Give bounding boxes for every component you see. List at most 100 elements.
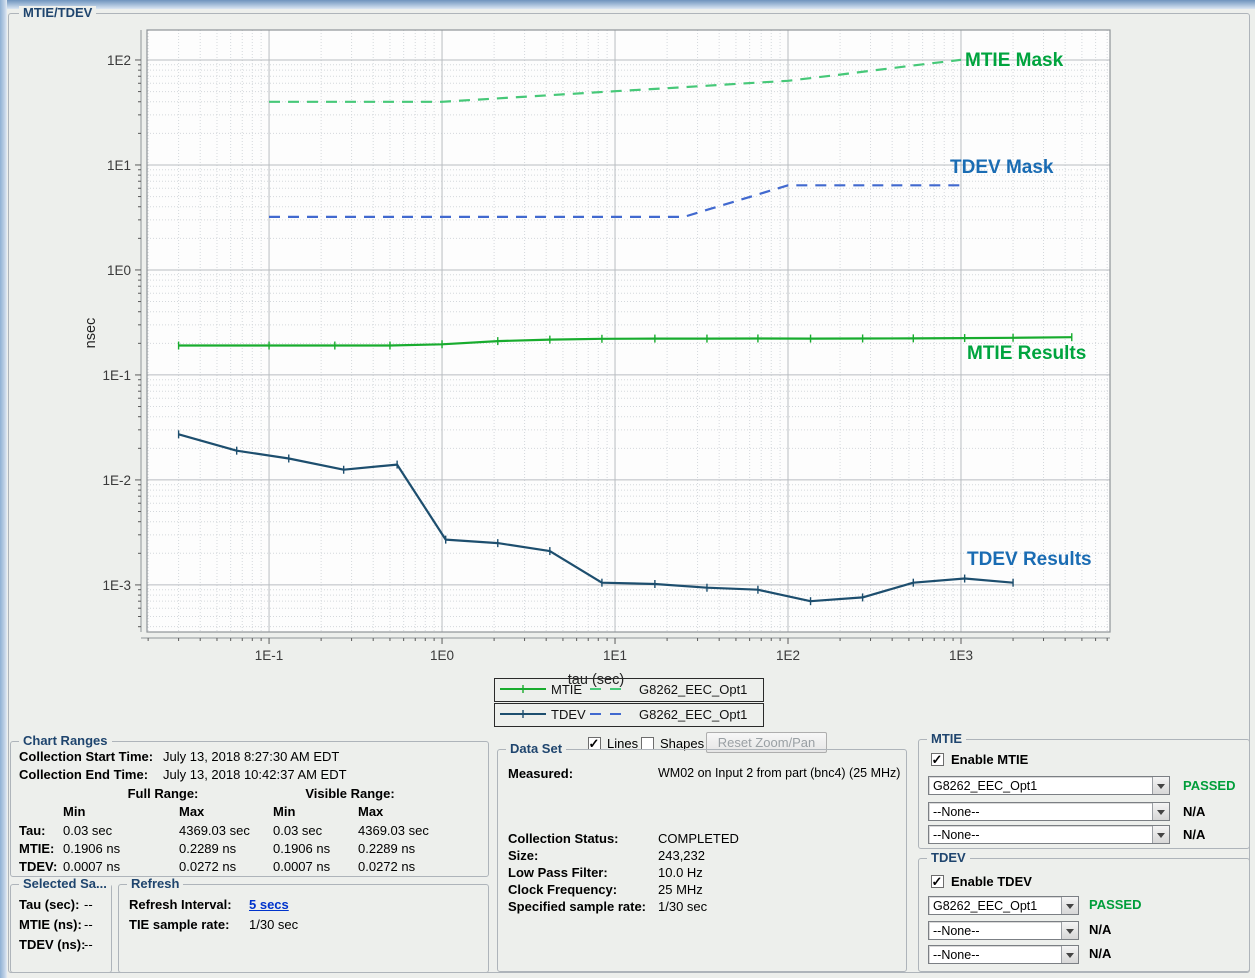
range-value: 0.03 sec <box>273 823 322 838</box>
collection-start-label: Collection Start Time: <box>19 749 153 764</box>
collection-start-value: July 13, 2018 8:27:30 AM EDT <box>163 749 339 764</box>
range-value: 4369.03 sec <box>179 823 250 838</box>
tdev-mask-annotation: TDEV Mask <box>950 157 1053 179</box>
range-row-label: TDEV: <box>19 859 57 874</box>
chevron-down-icon <box>1152 826 1169 843</box>
x-tick-label: 1E2 <box>776 648 800 663</box>
tdev-panel-title: TDEV <box>927 851 970 865</box>
measured-label: Measured: <box>508 766 573 781</box>
selected-mtie-value: -- <box>84 917 93 932</box>
tdev-status-3: N/A <box>1089 946 1111 961</box>
selected-tdev-label: TDEV (ns): <box>19 937 85 952</box>
mtie-mask-select-1-value: G8262_EEC_Opt1 <box>933 779 1037 793</box>
full-range-header: Full Range: <box>103 786 223 801</box>
refresh-interval-link[interactable]: 5 secs <box>249 897 289 912</box>
size-value: 243,232 <box>658 848 705 863</box>
refresh-interval-label: Refresh Interval: <box>129 897 232 912</box>
selected-tau-label: Tau (sec): <box>19 897 79 912</box>
x-tick-label: 1E0 <box>430 648 454 663</box>
visible-range-header: Visible Range: <box>290 786 410 801</box>
tdev-mask-select-3[interactable]: --None-- <box>928 945 1079 964</box>
selected-mtie-label: MTIE (ns): <box>19 917 82 932</box>
mtie-mask-select-1[interactable]: G8262_EEC_Opt1 <box>928 776 1170 795</box>
tdev-mask-select-2[interactable]: --None-- <box>928 921 1079 940</box>
mtie-mask-select-2[interactable]: --None-- <box>928 802 1170 821</box>
selected-samples-panel: Selected Sa... Tau (sec): -- MTIE (ns): … <box>10 884 112 973</box>
range-value: 0.2289 ns <box>179 841 236 856</box>
clock-frequency-value: 25 MHz <box>658 882 703 897</box>
y-tick-label: 1E1 <box>107 158 131 173</box>
tdev-status-1: PASSED <box>1089 897 1142 912</box>
data-set-title: Data Set <box>506 742 566 756</box>
mtie-results-annotation: MTIE Results <box>967 343 1086 365</box>
range-value: 0.1906 ns <box>273 841 330 856</box>
mtie-panel-title: MTIE <box>927 732 966 746</box>
y-tick-label: 1E0 <box>107 263 131 278</box>
legend-row-mtie: MTIE G8262_EEC_Opt1 <box>494 678 764 702</box>
tie-sample-rate-label: TIE sample rate: <box>129 917 229 932</box>
sample-rate-value: 1/30 sec <box>658 899 707 914</box>
refresh-panel: Refresh Refresh Interval: 5 secs TIE sam… <box>118 884 489 973</box>
measured-value: WM02 on Input 2 from part (bnc4) (25 MHz… <box>658 766 900 780</box>
chevron-down-icon <box>1061 897 1078 914</box>
data-set-panel: Data Set Measured: WM02 on Input 2 from … <box>497 749 907 972</box>
range-value: 0.0272 ns <box>358 859 415 874</box>
y-axis-title: nsec <box>83 318 99 349</box>
selected-tdev-value: -- <box>84 937 93 952</box>
collection-status-value: COMPLETED <box>658 831 739 846</box>
selected-tau-value: -- <box>84 897 93 912</box>
low-pass-filter-value: 10.0 Hz <box>658 865 703 880</box>
enable-mtie-label: Enable MTIE <box>951 752 1028 767</box>
y-tick-label: 1E-3 <box>102 578 131 593</box>
refresh-title: Refresh <box>127 877 183 891</box>
chart-ranges-title: Chart Ranges <box>19 734 112 748</box>
col-header-min-vis: Min <box>273 804 295 819</box>
tdev-mask-select-2-value: --None-- <box>933 924 980 938</box>
chevron-down-icon <box>1061 946 1078 963</box>
range-row-label: MTIE: <box>19 841 54 856</box>
range-value: 0.1906 ns <box>63 841 120 856</box>
x-tick-label: 1E-1 <box>255 648 284 663</box>
y-tick-label: 1E2 <box>107 53 131 68</box>
collection-end-label: Collection End Time: <box>19 767 148 782</box>
y-tick-label: 1E-2 <box>102 473 131 488</box>
chart-ranges-panel: Chart Ranges Collection Start Time: July… <box>10 741 489 877</box>
app-window: { "window": { "title": "MTIE/TDEV" }, "c… <box>0 0 1255 978</box>
collection-end-value: July 13, 2018 10:42:37 AM EDT <box>163 767 347 782</box>
tdev-mask-select-1-value: G8262_EEC_Opt1 <box>933 899 1037 913</box>
plot-area[interactable] <box>147 30 1110 632</box>
sample-rate-label: Specified sample rate: <box>508 899 646 914</box>
mtie-mask-select-2-value: --None-- <box>933 805 980 819</box>
mtie-panel: MTIE ✓ Enable MTIE G8262_EEC_Opt1 PASSED… <box>918 739 1250 849</box>
low-pass-filter-label: Low Pass Filter: <box>508 865 608 880</box>
legend-row-tdev: TDEV G8262_EEC_Opt1 <box>494 703 764 727</box>
range-value: 0.2289 ns <box>358 841 415 856</box>
tdev-mask-select-3-value: --None-- <box>933 948 980 962</box>
mtie-status-1: PASSED <box>1183 778 1236 793</box>
enable-mtie-checkbox[interactable]: ✓ <box>931 753 944 766</box>
x-tick-label: 1E3 <box>949 648 973 663</box>
range-value: 0.03 sec <box>63 823 112 838</box>
chevron-down-icon <box>1061 922 1078 939</box>
mtie-tdev-chart: 1E-11E01E11E21E31E21E11E01E-11E-21E-3tau… <box>0 0 1255 730</box>
col-header-max-full: Max <box>179 804 204 819</box>
legend-series-label: TDEV <box>551 707 586 722</box>
y-tick-label: 1E-1 <box>102 368 131 383</box>
clock-frequency-label: Clock Frequency: <box>508 882 617 897</box>
enable-tdev-checkbox[interactable]: ✓ <box>931 875 944 888</box>
tdev-status-2: N/A <box>1089 922 1111 937</box>
tie-sample-rate-value: 1/30 sec <box>249 917 298 932</box>
tdev-results-annotation: TDEV Results <box>967 549 1092 571</box>
selected-samples-title: Selected Sa... <box>19 877 111 891</box>
col-header-min-full: Min <box>63 804 85 819</box>
x-tick-label: 1E1 <box>603 648 627 663</box>
col-header-max-vis: Max <box>358 804 383 819</box>
mtie-mask-select-3-value: --None-- <box>933 828 980 842</box>
mtie-status-2: N/A <box>1183 804 1205 819</box>
legend-reference-label: G8262_EEC_Opt1 <box>639 682 747 697</box>
chevron-down-icon <box>1152 803 1169 820</box>
mtie-mask-select-3[interactable]: --None-- <box>928 825 1170 844</box>
legend-reference-label: G8262_EEC_Opt1 <box>639 707 747 722</box>
enable-tdev-label: Enable TDEV <box>951 874 1032 889</box>
tdev-mask-select-1[interactable]: G8262_EEC_Opt1 <box>928 896 1079 915</box>
